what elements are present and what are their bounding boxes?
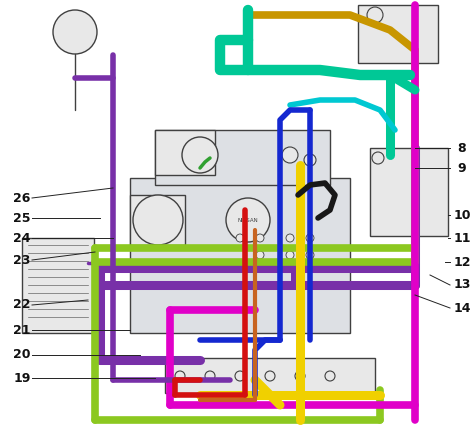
Circle shape <box>256 234 264 242</box>
Circle shape <box>306 251 314 259</box>
Circle shape <box>182 137 218 173</box>
Text: 13: 13 <box>453 279 471 291</box>
Text: 26: 26 <box>13 191 31 205</box>
Bar <box>22 238 94 333</box>
Text: 21: 21 <box>13 324 31 336</box>
Circle shape <box>295 371 305 381</box>
Text: 22: 22 <box>13 298 31 312</box>
Circle shape <box>286 251 294 259</box>
Text: 25: 25 <box>13 211 31 225</box>
Circle shape <box>282 147 298 163</box>
Circle shape <box>325 371 335 381</box>
Circle shape <box>175 371 185 381</box>
Circle shape <box>265 371 275 381</box>
Text: 24: 24 <box>13 232 31 244</box>
Circle shape <box>286 234 294 242</box>
Circle shape <box>367 7 383 23</box>
Text: 12: 12 <box>453 256 471 268</box>
Text: 11: 11 <box>453 232 471 244</box>
Bar <box>370 148 448 236</box>
Circle shape <box>256 251 264 259</box>
Bar <box>130 195 185 245</box>
Text: 8: 8 <box>458 142 466 155</box>
Circle shape <box>226 198 270 242</box>
Circle shape <box>133 195 183 245</box>
Bar <box>358 5 438 63</box>
Text: 20: 20 <box>13 348 31 362</box>
Bar <box>165 358 375 393</box>
Text: NISSAN: NISSAN <box>237 217 258 223</box>
Circle shape <box>236 234 244 242</box>
Bar <box>155 130 330 185</box>
Circle shape <box>205 371 215 381</box>
Circle shape <box>235 371 245 381</box>
Text: 9: 9 <box>458 161 466 175</box>
Text: 14: 14 <box>453 301 471 315</box>
Circle shape <box>304 154 316 166</box>
Text: 19: 19 <box>13 372 31 384</box>
Bar <box>155 130 215 175</box>
Text: 23: 23 <box>13 253 31 267</box>
Circle shape <box>306 234 314 242</box>
Circle shape <box>53 10 97 54</box>
Bar <box>130 178 350 333</box>
Circle shape <box>372 152 384 164</box>
Text: 10: 10 <box>453 208 471 222</box>
